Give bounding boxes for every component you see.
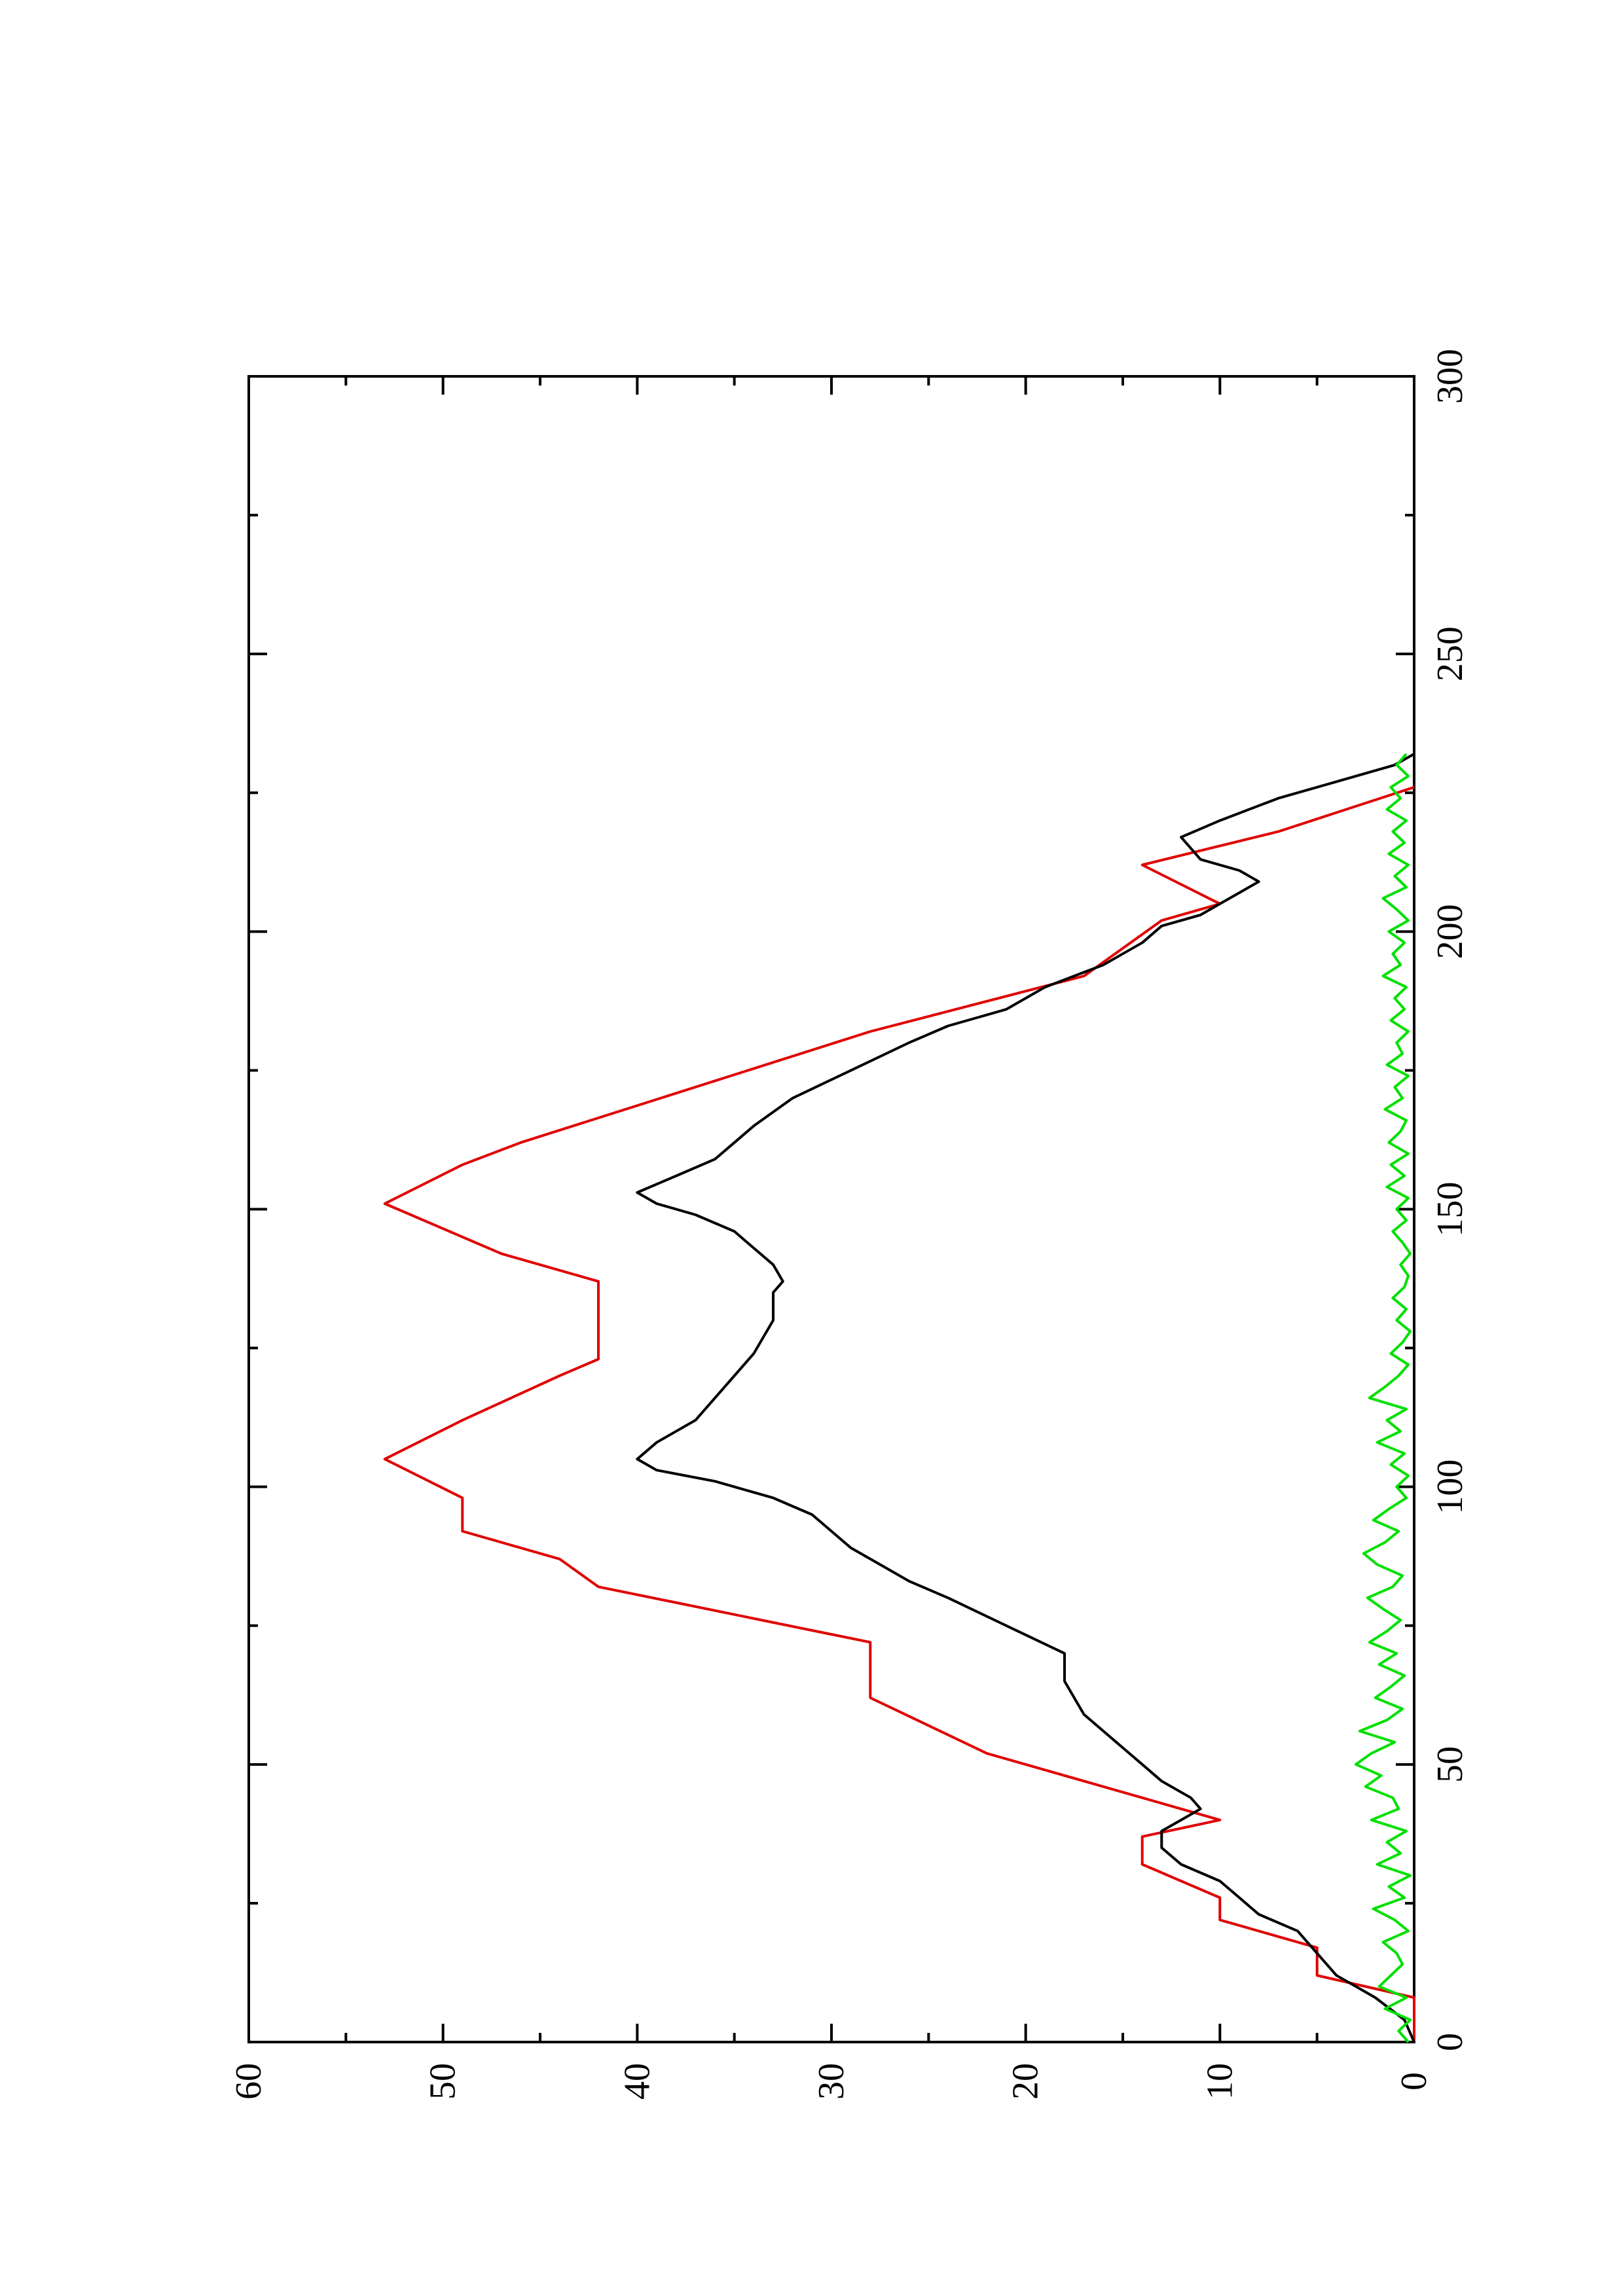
data-series <box>383 753 1415 2043</box>
x-tick-label: 0 <box>1430 2033 1470 2051</box>
y-tick-label: 0 <box>1394 2072 1434 2090</box>
tick-labels: 0 50 100 150 200 250 300 0 10 20 30 40 50 60 <box>228 349 1470 2100</box>
y-tick-label: 50 <box>423 2063 464 2100</box>
x-tick-label: 200 <box>1430 904 1470 959</box>
x-tick-label: 50 <box>1430 1746 1470 1783</box>
x-tick-label: 100 <box>1430 1460 1470 1515</box>
red-series-line <box>383 785 1415 2042</box>
x-tick-label: 300 <box>1430 349 1470 404</box>
plot-frame <box>247 375 1415 2043</box>
green-series-line <box>1355 753 1412 2043</box>
x-tick-label: 150 <box>1430 1182 1470 1237</box>
tick-marks <box>247 375 1415 2043</box>
y-tick-label: 40 <box>617 2063 657 2100</box>
y-tick-label: 30 <box>811 2063 852 2100</box>
y-tick-label: 20 <box>1006 2063 1046 2100</box>
y-tick-label: 10 <box>1199 2063 1240 2100</box>
x-tick-label: 250 <box>1430 626 1470 681</box>
black-series-line <box>636 753 1415 2043</box>
y-tick-label: 60 <box>228 2063 269 2100</box>
